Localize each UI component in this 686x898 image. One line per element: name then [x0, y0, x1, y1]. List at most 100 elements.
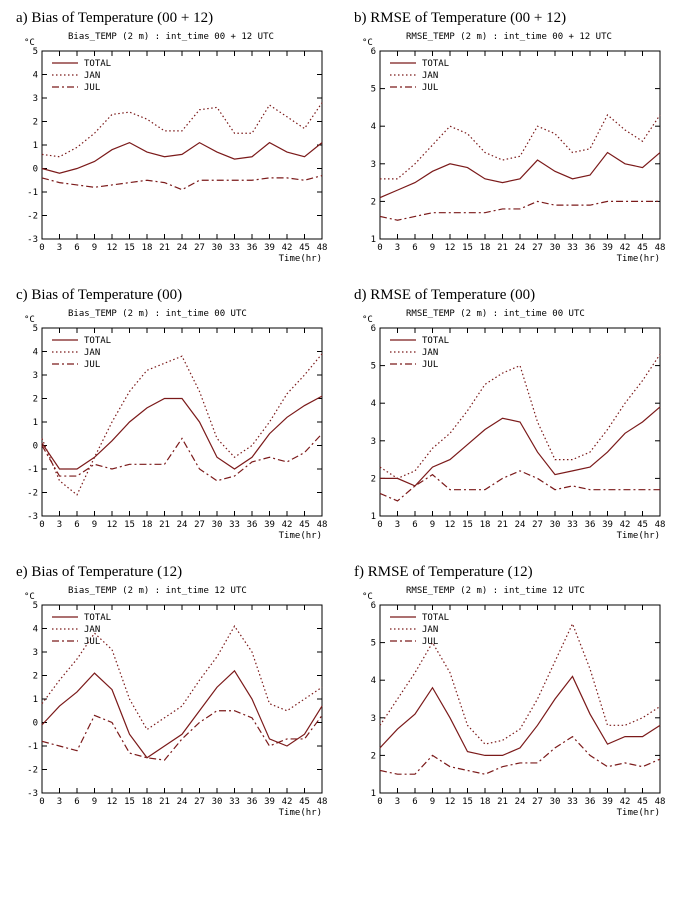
svg-text:45: 45 — [299, 243, 310, 253]
svg-text:4: 4 — [371, 399, 376, 409]
svg-text:TOTAL: TOTAL — [422, 59, 449, 69]
svg-text:39: 39 — [602, 520, 613, 530]
svg-text:4: 4 — [371, 676, 376, 686]
svg-text:27: 27 — [532, 797, 543, 807]
svg-text:Bias_TEMP (2 m) : int_time 12: Bias_TEMP (2 m) : int_time 12 UTC — [68, 586, 247, 596]
svg-text:6: 6 — [74, 243, 79, 253]
svg-text:18: 18 — [142, 797, 153, 807]
svg-text:-3: -3 — [27, 789, 38, 799]
svg-text:48: 48 — [317, 520, 328, 530]
svg-text:18: 18 — [142, 243, 153, 253]
svg-text:36: 36 — [585, 797, 596, 807]
svg-text:27: 27 — [194, 520, 205, 530]
svg-text:9: 9 — [430, 243, 435, 253]
svg-text:3: 3 — [57, 797, 62, 807]
svg-text:21: 21 — [159, 520, 170, 530]
svg-text:2: 2 — [33, 672, 38, 682]
svg-text:45: 45 — [299, 520, 310, 530]
svg-text:TOTAL: TOTAL — [84, 336, 111, 346]
svg-text:JAN: JAN — [422, 71, 438, 81]
svg-text:6: 6 — [74, 797, 79, 807]
svg-text:3: 3 — [371, 437, 376, 447]
svg-text:TOTAL: TOTAL — [422, 613, 449, 623]
svg-text:36: 36 — [247, 520, 258, 530]
svg-text:2: 2 — [371, 197, 376, 207]
svg-text:24: 24 — [515, 243, 526, 253]
svg-text:1: 1 — [371, 512, 376, 522]
svg-text:3: 3 — [33, 94, 38, 104]
svg-text:RMSE_TEMP (2 m) : int_time 00: RMSE_TEMP (2 m) : int_time 00 + 12 UTC — [406, 32, 612, 42]
svg-text:Time(hr): Time(hr) — [617, 254, 660, 264]
svg-text:6: 6 — [371, 601, 376, 611]
svg-text:0: 0 — [33, 719, 38, 729]
svg-text:12: 12 — [445, 243, 456, 253]
svg-text:Time(hr): Time(hr) — [279, 531, 322, 541]
svg-text:5: 5 — [33, 47, 38, 57]
svg-text:-2: -2 — [27, 489, 38, 499]
svg-text:5: 5 — [371, 639, 376, 649]
svg-text:0: 0 — [377, 797, 382, 807]
chart-grid: a) Bias of Temperature (00 + 12) Bias_TE… — [10, 10, 676, 823]
svg-text:3: 3 — [395, 797, 400, 807]
svg-text:21: 21 — [497, 520, 508, 530]
svg-text:JUL: JUL — [84, 83, 100, 93]
svg-text:0: 0 — [377, 520, 382, 530]
svg-text:33: 33 — [229, 520, 240, 530]
svg-text:24: 24 — [515, 520, 526, 530]
panel-a: a) Bias of Temperature (00 + 12) Bias_TE… — [10, 10, 338, 269]
svg-text:1: 1 — [371, 235, 376, 245]
svg-text:36: 36 — [247, 243, 258, 253]
panel-b-title: b) RMSE of Temperature (00 + 12) — [354, 10, 676, 27]
svg-text:3: 3 — [395, 243, 400, 253]
svg-text:5: 5 — [33, 324, 38, 334]
panel-e-title: e) Bias of Temperature (12) — [16, 564, 338, 581]
svg-text:3: 3 — [57, 520, 62, 530]
svg-text:5: 5 — [33, 601, 38, 611]
svg-text:30: 30 — [550, 520, 561, 530]
svg-text:12: 12 — [107, 797, 118, 807]
svg-text:18: 18 — [480, 520, 491, 530]
svg-text:18: 18 — [480, 797, 491, 807]
svg-text:6: 6 — [412, 243, 417, 253]
svg-text:9: 9 — [430, 797, 435, 807]
svg-text:48: 48 — [317, 797, 328, 807]
svg-text:48: 48 — [655, 243, 666, 253]
svg-text:39: 39 — [264, 520, 275, 530]
svg-text:0: 0 — [39, 797, 44, 807]
panel-b-chart: RMSE_TEMP (2 m) : int_time 00 + 12 UTC°C… — [348, 29, 676, 269]
panel-b: b) RMSE of Temperature (00 + 12) RMSE_TE… — [348, 10, 676, 269]
svg-text:3: 3 — [371, 714, 376, 724]
svg-text:JUL: JUL — [422, 360, 438, 370]
svg-text:36: 36 — [585, 243, 596, 253]
svg-text:45: 45 — [299, 797, 310, 807]
svg-text:Time(hr): Time(hr) — [279, 254, 322, 264]
svg-text:33: 33 — [229, 243, 240, 253]
panel-d-title: d) RMSE of Temperature (00) — [354, 287, 676, 304]
svg-text:-3: -3 — [27, 235, 38, 245]
panel-d-chart: RMSE_TEMP (2 m) : int_time 00 UTC°C12345… — [348, 306, 676, 546]
svg-text:6: 6 — [412, 797, 417, 807]
svg-text:6: 6 — [74, 520, 79, 530]
svg-text:TOTAL: TOTAL — [422, 336, 449, 346]
svg-text:-1: -1 — [27, 742, 38, 752]
panel-c-chart: Bias_TEMP (2 m) : int_time 00 UTC°C-3-2-… — [10, 306, 338, 546]
svg-text:39: 39 — [264, 243, 275, 253]
svg-text:1: 1 — [33, 141, 38, 151]
svg-text:39: 39 — [602, 243, 613, 253]
svg-text:Bias_TEMP (2 m) : int_time 00: Bias_TEMP (2 m) : int_time 00 + 12 UTC — [68, 32, 274, 42]
svg-text:39: 39 — [264, 797, 275, 807]
svg-text:3: 3 — [33, 648, 38, 658]
svg-text:0: 0 — [39, 520, 44, 530]
svg-text:2: 2 — [371, 751, 376, 761]
svg-text:42: 42 — [620, 243, 631, 253]
panel-f-title: f) RMSE of Temperature (12) — [354, 564, 676, 581]
svg-text:15: 15 — [462, 797, 473, 807]
svg-text:0: 0 — [39, 243, 44, 253]
svg-text:1: 1 — [33, 695, 38, 705]
svg-text:2: 2 — [33, 118, 38, 128]
svg-text:27: 27 — [532, 520, 543, 530]
panel-a-title: a) Bias of Temperature (00 + 12) — [16, 10, 338, 27]
svg-text:39: 39 — [602, 797, 613, 807]
svg-text:21: 21 — [497, 243, 508, 253]
svg-text:Time(hr): Time(hr) — [617, 808, 660, 818]
